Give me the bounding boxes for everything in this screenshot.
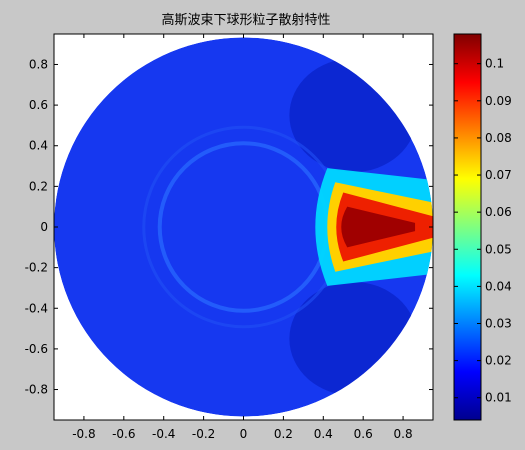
x-tick-label: 0.4 <box>314 427 333 441</box>
colorbar-tick-label: 0.08 <box>485 131 512 145</box>
colorbar-gradient <box>454 34 481 420</box>
chart-title: 高斯波束下球形粒子散射特性 <box>161 12 330 28</box>
colorbar-tick-label: 0.09 <box>485 94 512 108</box>
colorbar-tick-label: 0.02 <box>485 354 512 368</box>
plot-area: -0.8 -0.6 -0.4 -0.2 0 0.2 0.4 0.6 0.8 0.8 0.6 0.4 0… <box>25 34 453 441</box>
x-tick-label: -0.6 <box>112 427 135 441</box>
colorbar-tick-label: 0.04 <box>485 279 512 293</box>
y-tick-label: 0.2 <box>29 179 48 193</box>
x-tick-label: -0.4 <box>152 427 175 441</box>
y-tick-label: 0.6 <box>29 98 48 112</box>
y-tick-label: -0.6 <box>25 342 48 356</box>
y-tick-label: -0.2 <box>25 261 48 275</box>
colorbar-tick-label: 0.03 <box>485 317 512 331</box>
colorbar-tick-label: 0.01 <box>485 391 512 405</box>
x-tick-label: 0.8 <box>394 427 413 441</box>
y-tick-label: 0 <box>40 220 48 234</box>
colorbar-tick-label: 0.05 <box>485 242 512 256</box>
x-tick-label: 0.2 <box>274 427 293 441</box>
x-tick-label: 0.6 <box>354 427 373 441</box>
y-tick-label: 0.4 <box>29 139 48 153</box>
x-tick-label: -0.8 <box>72 427 95 441</box>
colorbar-tick-label: 0.1 <box>485 57 504 71</box>
y-tick-label: -0.8 <box>25 383 48 397</box>
y-tick-label: -0.4 <box>25 301 48 315</box>
colorbar-tick-label: 0.07 <box>485 168 512 182</box>
x-tick-label: 0 <box>240 427 248 441</box>
colorbar-tick-label: 0.06 <box>485 205 512 219</box>
y-tick-label: 0.8 <box>29 57 48 71</box>
colorbar: 0.1 0.09 0.08 0.07 0.06 0.05 0.04 0.03 0.02 0.01 <box>454 34 512 420</box>
x-tick-label: -0.2 <box>192 427 215 441</box>
